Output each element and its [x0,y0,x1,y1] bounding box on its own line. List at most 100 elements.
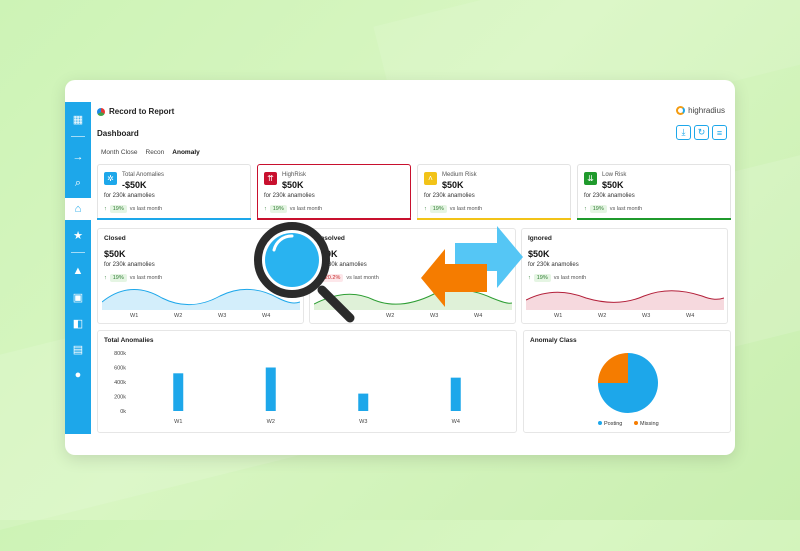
x-tick-label: W1 [174,419,182,425]
app-title: Record to Report [97,107,174,116]
kpi-trend-percent: 19% [269,205,287,213]
bar-w1 [173,373,184,411]
y-tick-label: 800k [114,351,126,357]
kpi-card-low-risk[interactable]: ⇊ Low Risk $50K for 230k anamolies ↑ 19% v… [577,164,731,220]
y-tick-label: 200k [114,395,126,401]
card-trend-percent: 19% [109,274,127,282]
arrow-right-icon[interactable]: → [72,151,84,163]
sidebar-divider [71,136,85,137]
kpi-accent-bar [257,218,411,220]
kpi-label: HighRisk [282,172,307,178]
kpi-value: $50K [602,180,624,190]
calendar-icon[interactable]: ▣ [72,291,84,304]
refresh-icon[interactable]: ↻ [694,125,709,140]
week-label: W3 [642,313,651,319]
trend-up-icon: ↑ [264,206,267,212]
card-value: $50K [104,249,126,259]
status-card-ignored[interactable]: Ignored $50K for 230k anamolies ↑ 19% vs l… [521,228,728,324]
widgets-icon[interactable]: ◧ [72,317,84,330]
brand-name: highradius [688,106,725,115]
trend-up-icon: ↑ [584,206,587,212]
week-label: W2 [386,313,395,319]
kpi-trend: ↑ 19% vs last month [264,205,322,213]
star-icon[interactable]: ★ [73,229,83,242]
card-title: Closed [104,235,126,242]
search-icon[interactable]: ⌕ [74,176,82,189]
week-label: W4 [474,313,483,319]
kpi-label: Medium Risk [442,172,477,178]
highradius-logo-icon [676,106,686,115]
kpi-accent-bar [97,218,251,220]
week-label: W2 [598,313,607,319]
warning-icon[interactable]: ▲ [72,265,84,277]
bar-w3 [358,393,369,411]
week-label: W3 [430,313,439,319]
double-chevron-up-icon: ⇈ [264,172,277,185]
kpi-trend-label: vs last month [449,206,483,212]
legend-swatch [598,421,602,425]
double-chevron-down-icon: ⇊ [584,172,597,185]
kpi-subtext: for 230k anamolies [264,193,315,199]
kpi-trend: ↑ 19% vs last month [424,205,482,213]
lightbulb-icon[interactable]: ● [74,369,82,381]
kpi-trend-label: vs last month [289,206,323,212]
brand-logo: highradius [676,106,725,115]
card-trend-label: vs last month [346,275,379,281]
tab-anomaly[interactable]: Anomaly [172,149,200,156]
kpi-value: $50K [282,180,304,190]
pie-slice-missing [598,353,628,383]
y-tick-label: 0k [120,409,126,415]
y-tick-label: 400k [114,380,126,386]
week-label: W2 [174,313,183,319]
week-label: W1 [130,313,139,319]
trend-up-icon: ↑ [104,206,107,212]
kpi-trend-label: vs last month [609,206,643,212]
kpi-card-total-anomalies[interactable]: ✲ Total Anomalies -$50K for 230k anamoli… [97,164,251,220]
anomaly-cluster-icon: ✲ [104,172,117,185]
toolbar: ⤓ ↻ ≡ [676,125,727,140]
status-card-closed[interactable]: Closed $50K for 230k anamolies ↑ 19% vs la… [97,228,304,324]
chart-title: Total Anomalies [104,337,154,344]
sparkline-resolved [314,289,512,310]
bar-w2 [265,367,276,411]
y-tick-label: 600k [114,366,126,372]
kpi-subtext: for 230k anamolies [424,193,475,199]
card-value: $50K [528,249,550,259]
trend-up-icon: ↑ [104,275,107,281]
chevron-up-icon: ˄ [424,172,437,185]
tab-month-close[interactable]: Month Close [101,149,138,156]
home-icon[interactable]: ⌂ [65,198,91,220]
card-trend: ↑ 19% vs last month [528,274,586,282]
anomaly-class-chart: Posting Missing [598,353,659,427]
kpi-accent-bar [577,218,731,220]
kpi-card-high-risk[interactable]: ⇈ HighRisk $50K for 230k anamolies ↑ 19% v… [257,164,411,220]
anomaly-class-card: Anomaly Class Posting Missing [523,330,731,433]
sparkline-closed [102,288,300,310]
app-title-text: Record to Report [109,107,175,116]
bar-w4 [450,377,461,411]
app-logo-icon [97,107,105,116]
x-tick-label: W4 [452,419,460,425]
filter-icon[interactable]: ≡ [712,125,727,140]
page-title: Dashboard [97,129,139,138]
card-subtext: for 230k anamolies [104,262,155,268]
kpi-trend-label: vs last month [129,206,163,212]
apps-grid-icon[interactable]: ▦ [72,113,84,126]
week-label: W1 [554,313,563,319]
report-icon[interactable]: ▤ [72,343,84,356]
trend-up-icon: ↑ [424,206,427,212]
total-anomalies-chart: 800k 600k 400k 200k 0k W1 W2 W3 W4 [114,351,461,425]
legend-label: Posting [604,421,622,427]
kpi-trend-percent: 19% [589,205,607,213]
kpi-trend: ↑ 19% vs last month [584,205,642,213]
download-icon[interactable]: ⤓ [676,125,691,140]
card-title: Resolved [316,235,345,242]
kpi-subtext: for 230k anamolies [104,193,155,199]
card-trend: ↑ 19% vs last month [104,274,162,282]
app-window: ▦ → ⌕ ⌂ ★ ▲ ▣ ◧ ▤ ● Record to Report hig… [65,80,735,455]
kpi-trend-percent: 19% [109,205,127,213]
decorative-overlay [254,222,523,323]
kpi-card-medium-risk[interactable]: ˄ Medium Risk $50K for 230k anamolies ↑ 1… [417,164,571,220]
tab-recon[interactable]: Recon [145,149,165,156]
card-trend-percent: 19% [533,274,551,282]
